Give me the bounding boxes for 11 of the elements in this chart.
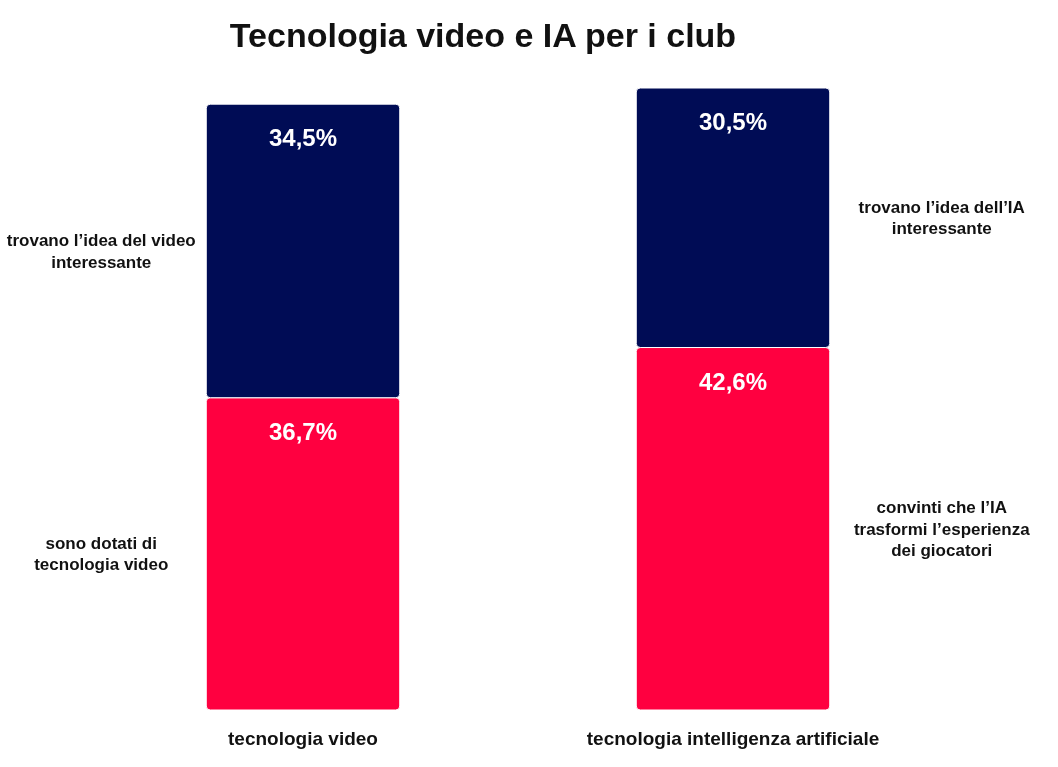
x-tick-label: tecnologia intelligenza artificiale bbox=[586, 728, 880, 749]
data-label: 34,5% bbox=[268, 124, 338, 152]
data-label: 36,7% bbox=[268, 417, 338, 445]
chart-title: Tecnologia video e IA per i club bbox=[229, 16, 737, 54]
annotation: trovano l’idea dell’IA interessante bbox=[858, 198, 1025, 239]
annotation: trovano l’idea del video interessante bbox=[6, 231, 196, 272]
annotation: convinti che l’IA trasformi l’esperienza dei giocatori bbox=[853, 498, 1031, 560]
data-label: 42,6% bbox=[698, 367, 768, 395]
data-label: 30,5% bbox=[698, 108, 768, 135]
x-tick-label: tecnologia video bbox=[228, 728, 378, 749]
annotation: sono dotati di tecnologia video bbox=[34, 534, 169, 575]
